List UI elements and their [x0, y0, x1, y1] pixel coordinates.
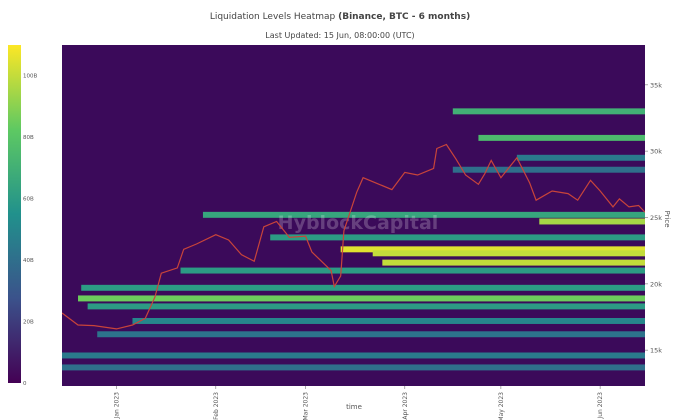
liquidation-band [516, 154, 645, 161]
liquidation-band [87, 303, 645, 310]
x-tick-label: Jun 2023 [597, 392, 604, 420]
liquidation-band [340, 246, 645, 253]
colorbar-ticks: 0 20B 40B 60B 80B 100B [23, 74, 37, 387]
colorbar-tick-label: 40B [23, 258, 34, 264]
liquidation-band [180, 267, 645, 274]
liquidation-band [452, 166, 645, 173]
y-tick-label: 25k [650, 214, 662, 222]
chart-title: Liquidation Levels Heatmap (Binance, BTC… [209, 12, 471, 22]
liquidation-band [372, 250, 645, 257]
liquidation-band [97, 331, 645, 338]
y-tick-label: 15k [650, 347, 662, 355]
watermark: HyblockCapital [278, 212, 439, 234]
x-tick-label: Jan 2023 [113, 392, 120, 420]
x-tick-label: Feb 2023 [213, 392, 220, 420]
y-tick-label: 20k [650, 280, 662, 288]
liquidation-band [132, 317, 645, 324]
liquidation-band [202, 211, 645, 218]
y-axis-ticks: 15k 20k 25k 30k 35k [645, 81, 662, 355]
y-axis-label: Price [663, 210, 671, 227]
liquidation-band [539, 218, 645, 225]
colorbar-tick-label: 0 [23, 381, 27, 387]
x-tick-label: Apr 2023 [402, 392, 409, 420]
y-tick-label: 30k [650, 148, 662, 156]
liquidation-band [62, 364, 645, 371]
liquidation-band [81, 284, 645, 291]
liquidation-band [382, 259, 645, 266]
colorbar [8, 45, 21, 383]
x-tick-label: Mar 2023 [302, 392, 309, 420]
price-line [62, 143, 645, 330]
liquidation-band [62, 352, 645, 359]
colorbar-tick-label: 20B [23, 320, 34, 326]
y-tick-label: 35k [650, 81, 662, 89]
liquidation-band [78, 295, 645, 302]
liquidation-bands [62, 108, 645, 371]
colorbar-tick-label: 60B [23, 197, 34, 203]
x-axis-ticks: Jan 2023 Feb 2023 Mar 2023 Apr 2023 May 2023… [113, 386, 604, 420]
chart-subtitle: Last Updated: 15 Jun, 08:00:00 (UTC) [265, 31, 415, 40]
liquidation-band [452, 108, 645, 115]
liquidation-band [270, 234, 645, 241]
colorbar-tick-label: 100B [23, 74, 37, 80]
x-tick-label: May 2023 [498, 392, 505, 420]
liquidation-band [478, 134, 645, 141]
colorbar-tick-label: 80B [23, 135, 34, 141]
x-axis-label: time [346, 403, 362, 411]
